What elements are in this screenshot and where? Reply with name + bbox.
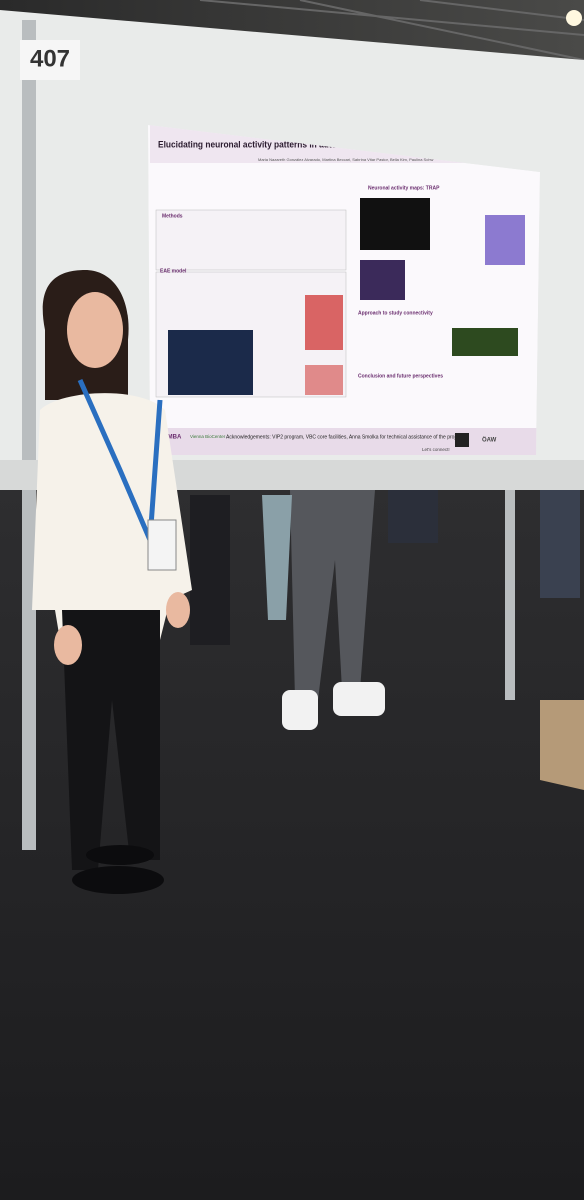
background-person: [290, 490, 375, 700]
microscopy-image: [168, 330, 253, 395]
section-heading: Neuronal activity maps: TRAP: [368, 185, 440, 191]
shoe: [72, 866, 164, 894]
section-heading: Approach to study connectivity: [358, 310, 433, 316]
qr-code: [455, 433, 469, 447]
handbag: [540, 700, 584, 790]
board-number-plate: [20, 40, 80, 80]
section-heading: Methods: [162, 213, 183, 219]
presenter: [32, 270, 192, 894]
board-pole: [22, 20, 36, 850]
heatmap: [305, 295, 343, 350]
background-person: [388, 488, 438, 543]
background-person: [540, 488, 580, 598]
section-heading: EAE model: [160, 268, 187, 274]
logo: Vienna BioCenter: [190, 434, 226, 439]
background-person: [190, 495, 230, 645]
blouse: [32, 393, 192, 640]
trousers: [62, 610, 160, 870]
microscopy-image: [452, 328, 518, 356]
logo: ÖAW: [482, 437, 497, 444]
connect-label: Let's connect!: [422, 447, 450, 452]
poster-panel: [155, 209, 347, 271]
acknowledgements: Acknowledgements: VIP2 program, VBC core…: [226, 434, 464, 440]
microscopy-image: [360, 198, 430, 250]
hand: [54, 625, 82, 665]
hand: [166, 592, 190, 628]
microscopy-image: [360, 260, 405, 300]
logo: IMBA: [166, 435, 182, 441]
board-pole: [505, 480, 515, 700]
name-badge: [147, 519, 177, 571]
lanyard: [77, 378, 163, 541]
sneaker: [333, 682, 385, 716]
ceiling-light: [566, 10, 582, 26]
shoe: [86, 845, 154, 865]
heatmap: [485, 215, 525, 265]
section-heading: Conclusion and future perspectives: [358, 373, 443, 379]
ceiling-beams: [199, 0, 584, 61]
heatmap: [305, 365, 343, 395]
board-number: 407: [30, 45, 70, 72]
poster-footer: [150, 428, 540, 455]
poster: Elucidating neuronal activity patterns i…: [148, 125, 540, 455]
background-person: [262, 495, 292, 620]
sneaker: [282, 690, 318, 730]
poster-authors: Maria Nazareth González Alvarado, Martin…: [258, 157, 433, 162]
face: [67, 292, 123, 368]
